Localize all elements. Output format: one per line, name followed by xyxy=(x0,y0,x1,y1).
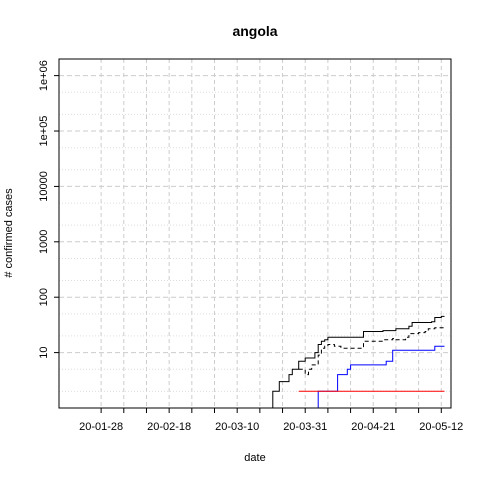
x-tick-label: 20-04-21 xyxy=(351,421,395,433)
x-tick-label: 20-03-31 xyxy=(283,421,327,433)
plot-box xyxy=(58,58,452,409)
axis-layer: 20-01-28 20-02-18 20-03-10 20-03-31 20-04-21… xyxy=(38,60,463,433)
series-line-1 xyxy=(269,315,445,409)
y-tick-label: 10 xyxy=(38,346,50,358)
y-axis-title: # confirmed cases xyxy=(3,188,15,278)
y-tick-label: 1000 xyxy=(38,230,50,254)
x-tick-label: 20-02-18 xyxy=(147,421,191,433)
y-tick-label: 100 xyxy=(38,288,50,306)
series-layer xyxy=(269,315,445,409)
y-tick-label: 10000 xyxy=(38,171,50,202)
x-tick-label: 20-01-28 xyxy=(79,421,123,433)
series-line-2 xyxy=(298,326,445,376)
chart-title: angola xyxy=(232,23,277,39)
x-axis-title: date xyxy=(244,452,265,464)
y-tick-label: 1e+05 xyxy=(38,116,50,147)
y-tick-label: 1e+06 xyxy=(38,60,50,91)
x-tick-label: 20-05-12 xyxy=(419,421,463,433)
x-tick-label: 20-03-10 xyxy=(215,421,259,433)
